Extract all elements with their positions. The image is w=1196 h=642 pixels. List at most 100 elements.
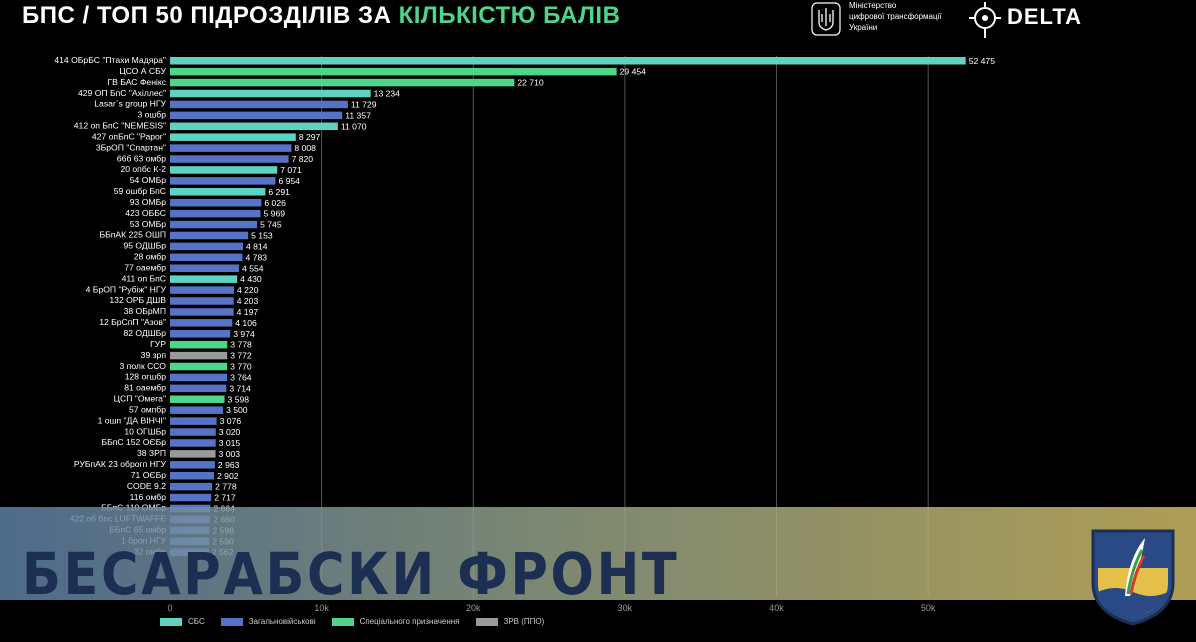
bar-value-label: 3 974 [233, 329, 255, 339]
bar-category-label: ЦСО А СБУ [119, 66, 166, 76]
x-axis: 0 10k 20k 30k 40k 50k [167, 603, 935, 613]
bar [170, 351, 228, 360]
bar-category-label: 3 полк ССО [120, 361, 167, 371]
bar [170, 319, 233, 327]
legend-label: Загальновійськові [248, 617, 316, 626]
bar-value-label: 3 076 [220, 416, 242, 426]
bar [170, 111, 343, 120]
shield-emblem-icon [1091, 529, 1175, 626]
bar-category-label: 53 ОМБр [130, 219, 166, 229]
trident-icon [811, 2, 841, 36]
bar-value-label: 2 963 [218, 460, 240, 470]
bar-category-label: 423 ОББС [125, 208, 166, 218]
bar-category-label: 128 огшбр [125, 372, 166, 382]
title-highlight: КІЛЬКІСТЮ БАЛІВ [398, 2, 621, 29]
bar [170, 330, 231, 338]
bar-category-label: ББпС 152 ОЄБр [101, 437, 166, 447]
bar [170, 417, 217, 425]
header-logos: Міністерство цифрової трансформації Укра… [811, 0, 1111, 40]
bar-value-label: 3 764 [230, 372, 252, 382]
bar-category-label: 71 ОЄБр [131, 470, 166, 480]
legend-label: ЗРВ (ППО) [503, 617, 545, 626]
bar-value-label: 52 475 [969, 56, 996, 66]
bar-category-label: 81 оаембр [124, 383, 166, 393]
bar-value-label: 6 954 [278, 176, 300, 186]
bar-category-label: 38 ОБрМП [124, 306, 166, 316]
x-tick-label: 10k [314, 603, 329, 613]
bar [170, 450, 216, 458]
bar-category-label: ГУР [150, 339, 166, 349]
chart-legend: СБС Загальновійськові Спеціального признач… [160, 617, 544, 626]
legend-item: СБС [160, 617, 205, 626]
bar-value-label: 11 729 [351, 99, 377, 109]
bar-value-label: 6 026 [264, 198, 286, 208]
bar [170, 286, 234, 294]
bar-value-label: 2 717 [214, 493, 236, 503]
bar-value-label: 11 357 [345, 110, 371, 120]
ministry-text: Міністерство цифрової трансформації Укра… [849, 1, 942, 32]
bar [170, 439, 216, 447]
bar-value-label: 2 902 [217, 471, 239, 481]
bar-category-label: 411 оп БпС [122, 273, 166, 283]
bar-value-label: 2 778 [215, 482, 237, 492]
bar-category-label: 93 ОМБр [130, 197, 166, 207]
bar-category-label: 59 ошбр БпС [114, 186, 166, 196]
bar-category-label: 1 ошп "ДА ВІНЧІ" [98, 415, 166, 425]
legend-item: ЗРВ (ППО) [475, 617, 545, 626]
bar-category-label: CODE 9.2 [127, 481, 166, 491]
bar-value-label: 7 071 [280, 165, 302, 175]
delta-logo-text: DELTA [1007, 4, 1083, 29]
bar [170, 471, 215, 480]
bar-category-label: 4 БрОП "Рубіж" НГУ [86, 284, 167, 294]
bar-value-label: 4 783 [246, 252, 268, 262]
bar-value-label: 3 003 [219, 449, 241, 459]
bar-category-label: 66б 63 омбр [117, 153, 166, 163]
legend-swatch [331, 617, 354, 626]
bar-category-label: 116 омбр [130, 492, 167, 502]
bar-value-label: 5 745 [260, 220, 282, 230]
page-title: БПС / ТОП 50 ПІДРОЗДІЛІВ ЗА КІЛЬКІСТЮ БА… [22, 2, 620, 30]
bar [170, 264, 240, 272]
bar-category-label: 132 ОРБ ДШВ [109, 295, 166, 305]
x-tick-label: 20k [466, 603, 481, 613]
bar [170, 482, 213, 491]
watermark-band [0, 507, 1196, 600]
bar-value-label: 7 820 [292, 154, 314, 164]
bar [170, 220, 258, 229]
bar [170, 493, 212, 502]
bar [170, 428, 216, 436]
bar-value-label: 4 106 [235, 318, 257, 328]
x-tick-label: 40k [769, 603, 784, 613]
bar-value-label: 6 291 [268, 187, 290, 197]
bar-value-label: 3 020 [219, 427, 241, 437]
bar-category-label: ГВ БАС Фенікс [108, 77, 167, 87]
bar-value-label: 8 008 [294, 143, 316, 153]
bar-category-label: 82 ОДШБр [123, 328, 166, 338]
bar [170, 231, 249, 240]
bar [170, 57, 966, 65]
bar-category-label: 427 опБпС "Рарог" [92, 131, 166, 141]
bar-category-label: 3БрОП "Спартан" [96, 142, 166, 152]
bar-category-label: РУБпАК 23 оброгп НГУ [74, 459, 167, 469]
bar [170, 406, 224, 414]
bar [170, 67, 617, 76]
bar-category-label: 77 оаембр [124, 262, 166, 272]
legend-item: Загальновійськові [220, 617, 316, 626]
bar [170, 166, 278, 174]
bar-value-label: 5 153 [251, 231, 273, 241]
legend-swatch [220, 617, 243, 626]
bar-value-label: 4 203 [237, 296, 259, 306]
bar-category-label: ББпАК 225 ОШП [99, 230, 166, 240]
bar-value-label: 4 814 [246, 241, 268, 251]
bar [170, 89, 371, 98]
bar [170, 362, 228, 371]
bar-value-label: 29 454 [620, 67, 647, 77]
bar [170, 242, 243, 251]
bar-category-label: 3 ошбр [137, 110, 166, 120]
bar-value-label: 3 778 [230, 340, 252, 350]
bar [170, 395, 225, 404]
legend-swatch [160, 617, 182, 626]
bar-category-label: 95 ОДШБр [123, 241, 166, 251]
bar [170, 133, 296, 141]
bar [170, 78, 515, 87]
